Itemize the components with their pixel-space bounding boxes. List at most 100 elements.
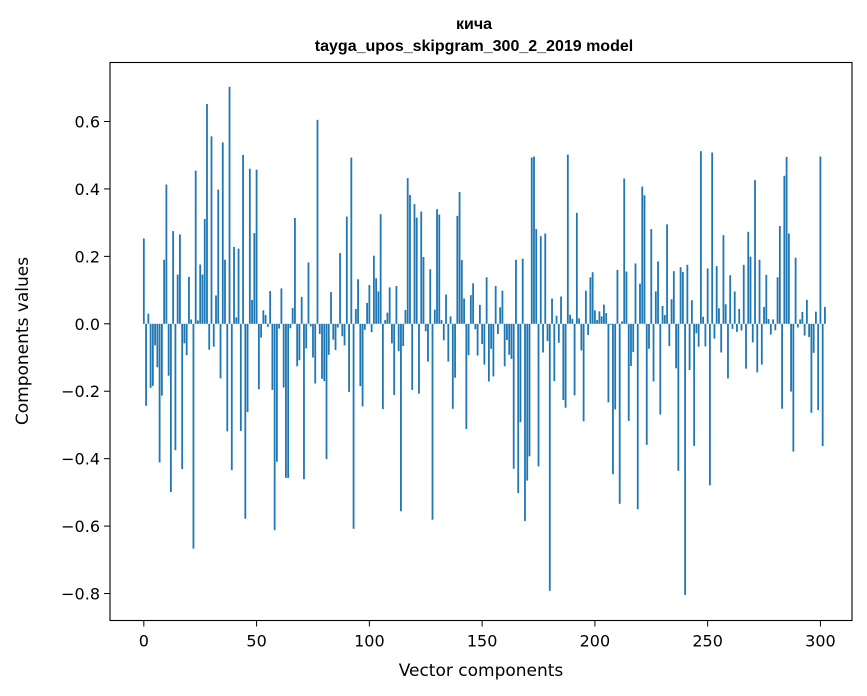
bar (819, 156, 822, 324)
bar-series (142, 86, 826, 595)
bar (805, 299, 808, 324)
y-tick-label: −0.6 (61, 517, 100, 536)
bar (582, 323, 585, 422)
bar (803, 323, 806, 336)
bar (343, 323, 346, 346)
bar (736, 323, 738, 332)
bar (591, 272, 594, 324)
bar (251, 299, 253, 324)
bar (165, 184, 168, 324)
bar (720, 323, 723, 353)
bar (672, 271, 675, 324)
bar (587, 323, 590, 335)
bar (546, 323, 549, 341)
bar (217, 189, 220, 324)
bar (677, 323, 680, 471)
bar (679, 267, 682, 324)
bar (169, 323, 172, 493)
bar (605, 313, 608, 324)
bar (323, 323, 326, 382)
bar (289, 323, 292, 329)
bar (298, 323, 301, 361)
bar (650, 229, 653, 324)
bar (566, 154, 569, 324)
bar (415, 217, 418, 324)
bar (352, 323, 355, 529)
bar (350, 157, 353, 324)
bar (663, 315, 666, 324)
bar (271, 323, 274, 390)
bar (751, 323, 754, 343)
bar (580, 323, 583, 351)
bar (391, 323, 393, 344)
bar (424, 323, 427, 332)
bar (393, 323, 396, 395)
bar (787, 233, 790, 324)
bar (228, 86, 231, 324)
bar (688, 323, 691, 370)
bar (727, 323, 729, 379)
bar (738, 308, 741, 324)
bar (790, 323, 792, 392)
bar (179, 234, 181, 324)
bar (294, 217, 296, 324)
bar (783, 175, 786, 324)
bar (386, 312, 389, 324)
bar (776, 277, 779, 324)
bar (815, 311, 817, 324)
bar (821, 323, 824, 447)
bar (167, 323, 170, 376)
bar (492, 323, 495, 377)
bar (176, 274, 179, 324)
bar (675, 323, 677, 369)
bar (749, 256, 752, 324)
bar (517, 323, 520, 494)
bar (535, 229, 538, 324)
bar (181, 323, 184, 470)
bar (226, 323, 229, 432)
bar (621, 321, 623, 324)
y-axis-label: Components values (13, 257, 33, 425)
bar (699, 151, 702, 324)
bar (197, 320, 199, 324)
bar (260, 323, 262, 338)
bar (824, 306, 826, 324)
bar (729, 275, 732, 324)
bar (616, 269, 619, 324)
bar (431, 323, 434, 520)
bar (533, 156, 535, 324)
bar (485, 277, 488, 324)
plot-frame (109, 61, 853, 622)
bar (361, 323, 364, 407)
bar (740, 323, 743, 331)
bar (684, 323, 686, 595)
x-tick-label: 0 (139, 632, 149, 651)
bar (711, 152, 714, 324)
bar (458, 191, 461, 324)
bar (246, 323, 249, 413)
bar (772, 319, 774, 324)
bar (158, 323, 161, 463)
bar (463, 298, 465, 324)
bar (253, 233, 256, 324)
bar (219, 323, 222, 379)
bar (413, 204, 416, 324)
bar (422, 257, 425, 324)
bar (384, 320, 387, 324)
bar (553, 323, 556, 382)
bar (478, 304, 481, 324)
bar (774, 323, 777, 331)
bar (612, 323, 614, 475)
bar (778, 226, 781, 324)
bar (269, 291, 272, 324)
bar (224, 259, 226, 324)
x-axis-ticks: 0 50 100 150 200 250 300 (139, 620, 836, 651)
bar (440, 320, 443, 324)
bar (400, 323, 402, 512)
bar (645, 323, 648, 445)
bar (402, 323, 405, 347)
bar (499, 307, 502, 324)
bar (309, 323, 312, 327)
bar (542, 323, 544, 353)
bar (670, 299, 673, 324)
